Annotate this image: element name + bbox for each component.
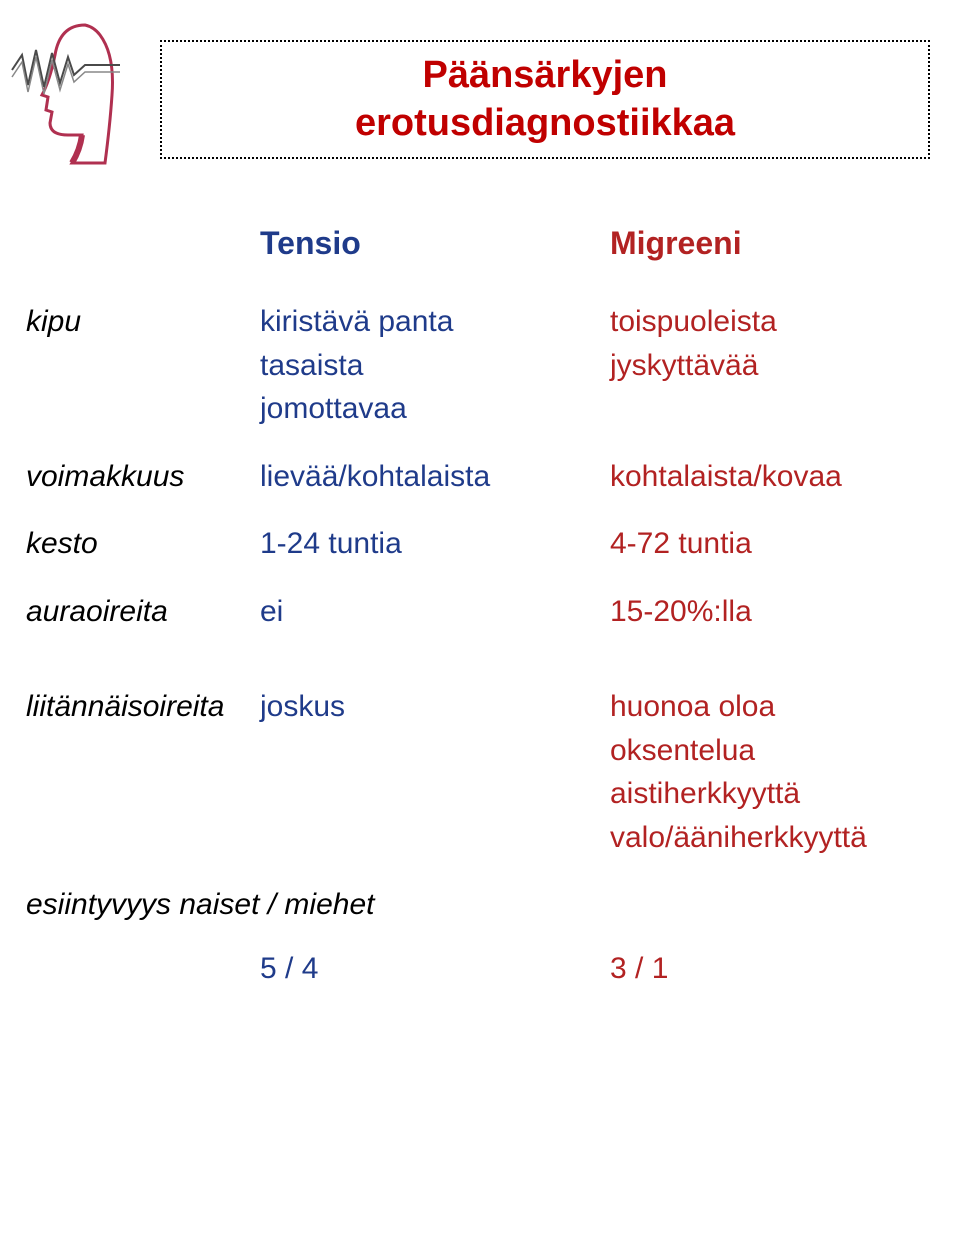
head-profile-logo (10, 15, 140, 165)
row-esiintyvyys-values: 5 / 4 3 / 1 (0, 947, 960, 991)
liitannaisoireita-migreeni: huonoa oloa oksentelua aistiherkkyyttä v… (610, 685, 960, 859)
page-title: Päänsärkyjen erotusdiagnostiikkaa (174, 52, 916, 147)
kipu-tensio-line3: jomottavaa (260, 387, 610, 431)
column-headers-row: Tensio Migreeni (0, 225, 960, 262)
kipu-migreeni: toispuoleista jyskyttävää (610, 300, 960, 431)
liitannaisoireita-migreeni-line3: aistiherkkyyttä (610, 772, 960, 816)
kesto-tensio: 1-24 tuntia (260, 522, 610, 566)
header-empty (0, 225, 260, 262)
header-migreeni: Migreeni (610, 225, 960, 262)
label-auraoireita: auraoireita (0, 590, 260, 634)
liitannaisoireita-migreeni-line4: valo/ääniherkkyyttä (610, 816, 960, 860)
title-line-2: erotusdiagnostiikkaa (355, 102, 735, 144)
voimakkuus-tensio: lievää/kohtalaista (260, 455, 610, 499)
title-line-1: Päänsärkyjen (422, 54, 667, 96)
label-kipu: kipu (0, 300, 260, 431)
auraoireita-migreeni: 15-20%:lla (610, 590, 960, 634)
comparison-table: kipu kiristävä panta tasaista jomottavaa… (0, 300, 960, 990)
row-voimakkuus: voimakkuus lievää/kohtalaista kohtalaist… (0, 455, 960, 499)
row-esiintyvyys-label: esiintyvyys naiset / miehet (0, 883, 960, 927)
row-kesto: kesto 1-24 tuntia 4-72 tuntia (0, 522, 960, 566)
label-liitannaisoireita: liitännäisoireita (0, 685, 260, 859)
row-kipu: kipu kiristävä panta tasaista jomottavaa… (0, 300, 960, 431)
kipu-tensio-line1: kiristävä panta (260, 300, 610, 344)
kesto-migreeni: 4-72 tuntia (610, 522, 960, 566)
label-kesto: kesto (0, 522, 260, 566)
row-liitannaisoireita: liitännäisoireita joskus huonoa oloa oks… (0, 685, 960, 859)
row-auraoireita: auraoireita ei 15-20%:lla (0, 590, 960, 634)
liitannaisoireita-migreeni-line2: oksentelua (610, 729, 960, 773)
esiintyvyys-migreeni: 3 / 1 (610, 947, 960, 991)
esiintyvyys-empty (0, 947, 260, 991)
kipu-tensio-line2: tasaista (260, 344, 610, 388)
liitannaisoireita-tensio: joskus (260, 685, 610, 859)
label-esiintyvyys: esiintyvyys naiset / miehet (0, 883, 960, 927)
slide-page: Päänsärkyjen erotusdiagnostiikkaa Tensio… (0, 0, 960, 1252)
title-box: Päänsärkyjen erotusdiagnostiikkaa (160, 40, 930, 159)
spacer (0, 657, 960, 685)
kipu-migreeni-line1: toispuoleista (610, 300, 960, 344)
header-tensio: Tensio (260, 225, 610, 262)
liitannaisoireita-migreeni-line1: huonoa oloa (610, 685, 960, 729)
auraoireita-tensio: ei (260, 590, 610, 634)
kipu-migreeni-line2: jyskyttävää (610, 344, 960, 388)
label-voimakkuus: voimakkuus (0, 455, 260, 499)
esiintyvyys-tensio: 5 / 4 (260, 947, 610, 991)
voimakkuus-migreeni: kohtalaista/kovaa (610, 455, 960, 499)
kipu-tensio: kiristävä panta tasaista jomottavaa (260, 300, 610, 431)
